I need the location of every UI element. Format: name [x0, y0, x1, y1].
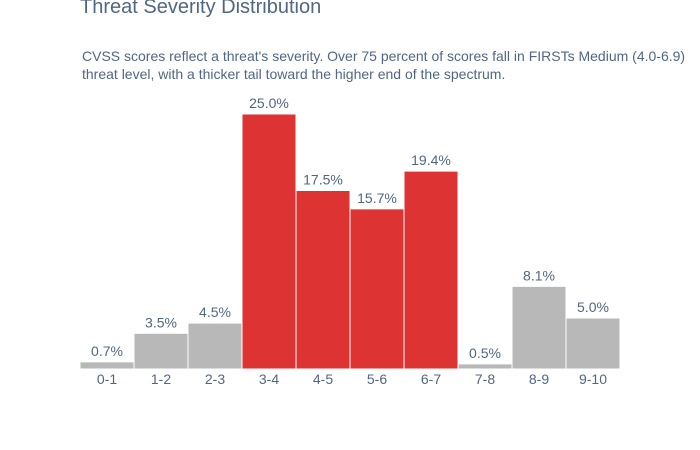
- x-tick-label-3-4: 3-4: [259, 371, 279, 387]
- bar-8-9[interactable]: [511, 285, 567, 370]
- value-label-1-2: 3.5%: [145, 314, 177, 330]
- x-tick-label-5-6: 5-6: [367, 371, 387, 387]
- bar-2-3[interactable]: [187, 322, 243, 370]
- bar-0-1[interactable]: [79, 361, 135, 370]
- bars-group: [79, 113, 621, 370]
- bar-7-8[interactable]: [457, 363, 513, 370]
- bar-5-6[interactable]: [349, 208, 405, 370]
- x-tick-label-7-8: 7-8: [475, 371, 495, 387]
- value-label-2-3: 4.5%: [199, 304, 231, 320]
- x-tick-label-4-5: 4-5: [313, 371, 333, 387]
- value-label-7-8: 0.5%: [469, 345, 501, 361]
- x-tick-label-0-1: 0-1: [97, 371, 117, 387]
- x-tick-label-6-7: 6-7: [421, 371, 441, 387]
- bar-1-2[interactable]: [133, 332, 189, 370]
- x-tick-labels-group: 0-1 1-2 2-3 3-4 4-5 5-6 6-7 7-8 8-9 9-10: [97, 371, 607, 387]
- value-label-8-9: 8.1%: [523, 267, 555, 283]
- chart-subtitle: CVSS scores reflect a threat's severity.…: [82, 48, 686, 82]
- bar-3-4[interactable]: [241, 113, 297, 370]
- x-tick-label-2-3: 2-3: [205, 371, 225, 387]
- bar-4-5[interactable]: [295, 190, 351, 370]
- bar-9-10[interactable]: [565, 317, 621, 370]
- x-tick-label-9-10: 9-10: [579, 371, 607, 387]
- value-label-6-7: 19.4%: [411, 152, 451, 168]
- value-label-4-5: 17.5%: [303, 172, 343, 188]
- value-label-3-4: 25.0%: [249, 95, 289, 111]
- value-label-5-6: 15.7%: [357, 190, 397, 206]
- value-label-9-10: 5.0%: [577, 299, 609, 315]
- value-label-0-1: 0.7%: [91, 343, 123, 359]
- value-labels-group: 0.7% 3.5% 4.5% 25.0% 17.5% 15.7% 19.4% 0.5% 8.1%…: [91, 95, 609, 361]
- x-tick-label-1-2: 1-2: [151, 371, 171, 387]
- bar-6-7[interactable]: [403, 170, 459, 370]
- chart-title: Threat Severity Distribution: [80, 0, 322, 18]
- x-tick-label-8-9: 8-9: [529, 371, 549, 387]
